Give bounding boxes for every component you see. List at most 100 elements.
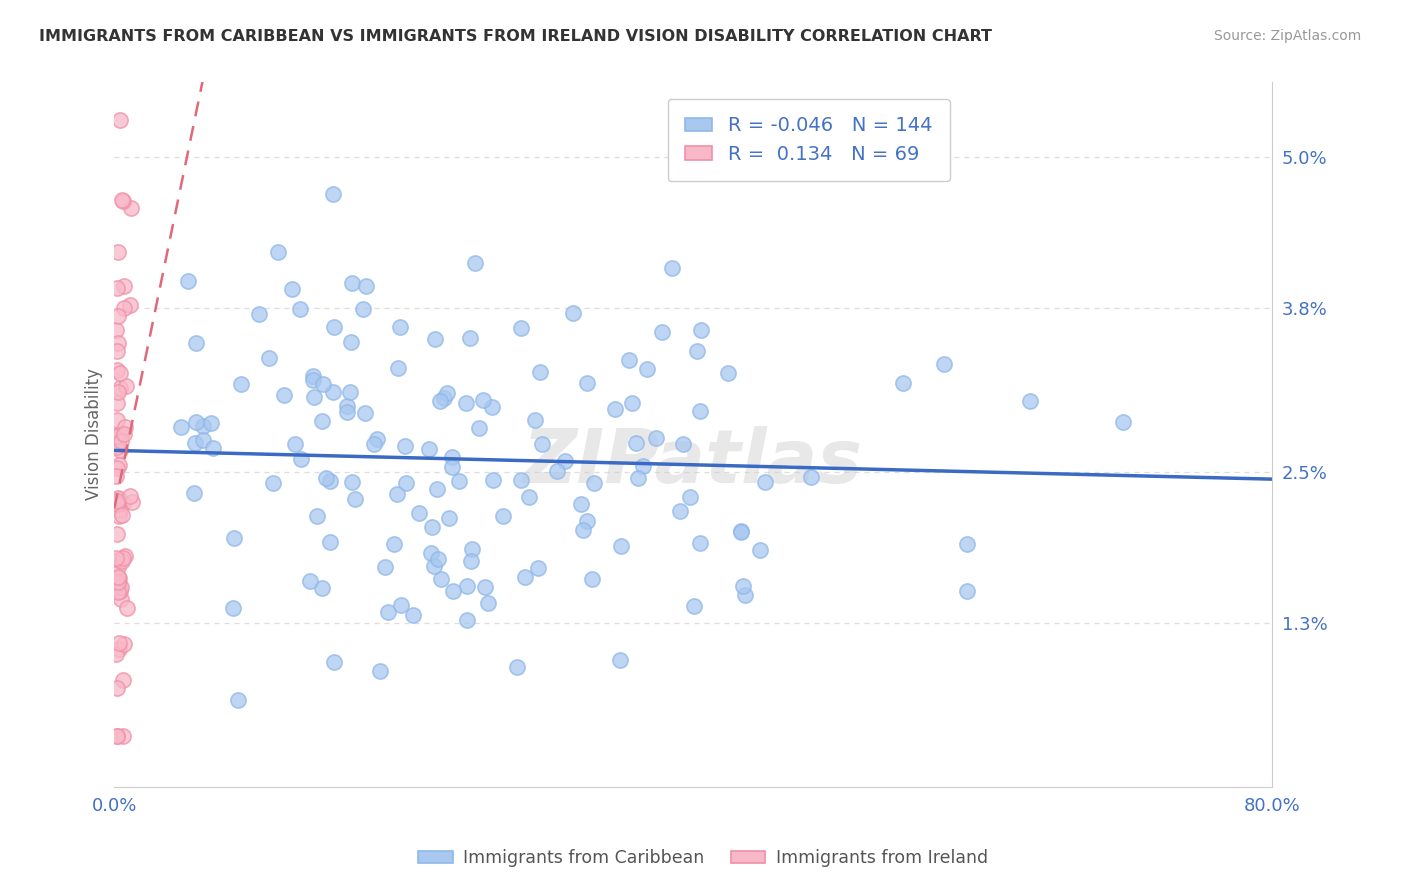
Point [315, 471, 337, 485]
Point [112, 730, 135, 744]
Point [340, 335, 363, 350]
Point [105, 362, 128, 376]
Point [627, 471, 650, 485]
Point [114, 301, 136, 316]
Point [683, 599, 706, 614]
Point [322, 320, 344, 334]
Point [108, 571, 131, 585]
Point [689, 536, 711, 550]
Point [1019, 394, 1042, 409]
Point [111, 194, 134, 208]
Point [527, 561, 550, 575]
Point [322, 655, 344, 669]
Point [354, 279, 377, 293]
Point [492, 509, 515, 524]
Point [107, 310, 129, 324]
Legend: R = -0.046   N = 144, R =  0.134   N = 69: R = -0.046 N = 144, R = 0.134 N = 69 [668, 99, 950, 181]
Point [754, 475, 776, 489]
Point [420, 520, 443, 534]
Point [262, 475, 284, 490]
Point [191, 418, 214, 433]
Point [184, 435, 207, 450]
Point [105, 343, 128, 358]
Point [108, 503, 131, 517]
Point [301, 369, 323, 384]
Point [107, 435, 129, 450]
Point [105, 460, 128, 475]
Point [322, 186, 344, 201]
Point [671, 437, 693, 451]
Point [418, 442, 440, 457]
Point [105, 281, 128, 295]
Point [105, 730, 128, 744]
Point [389, 599, 412, 613]
Point [336, 399, 359, 413]
Point [112, 279, 135, 293]
Point [441, 459, 464, 474]
Point [749, 542, 772, 557]
Point [107, 578, 129, 592]
Point [108, 584, 131, 599]
Point [112, 194, 135, 208]
Point [617, 352, 640, 367]
Point [112, 426, 135, 441]
Point [430, 572, 453, 586]
Point [429, 393, 451, 408]
Point [575, 514, 598, 528]
Point [114, 420, 136, 434]
Point [110, 381, 132, 395]
Point [425, 332, 447, 346]
Point [581, 572, 603, 586]
Point [477, 596, 499, 610]
Point [284, 436, 307, 450]
Point [460, 542, 482, 557]
Point [105, 526, 128, 541]
Point [257, 351, 280, 365]
Point [108, 642, 131, 657]
Point [433, 391, 456, 405]
Point [111, 673, 134, 687]
Point [105, 730, 128, 744]
Text: Source: ZipAtlas.com: Source: ZipAtlas.com [1213, 29, 1361, 43]
Point [626, 435, 648, 450]
Point [394, 476, 416, 491]
Point [302, 373, 325, 387]
Point [427, 552, 450, 566]
Point [441, 584, 464, 599]
Point [114, 549, 136, 563]
Point [120, 201, 142, 215]
Point [529, 365, 551, 379]
Point [110, 428, 132, 442]
Point [420, 546, 443, 560]
Point [121, 495, 143, 509]
Point [105, 468, 128, 483]
Point [110, 434, 132, 448]
Point [610, 539, 633, 553]
Point [408, 507, 430, 521]
Point [108, 636, 131, 650]
Point [439, 511, 461, 525]
Point [394, 438, 416, 452]
Point [177, 274, 200, 288]
Point [402, 608, 425, 623]
Point [730, 525, 752, 540]
Point [226, 693, 249, 707]
Point [387, 360, 409, 375]
Point [108, 112, 131, 127]
Point [530, 436, 553, 450]
Point [374, 560, 396, 574]
Point [482, 473, 505, 487]
Point [319, 474, 342, 488]
Point [731, 578, 754, 592]
Point [107, 559, 129, 574]
Point [201, 441, 224, 455]
Point [183, 485, 205, 500]
Point [510, 473, 533, 487]
Point [509, 320, 531, 334]
Point [449, 474, 471, 488]
Point [474, 580, 496, 594]
Point [689, 323, 711, 337]
Point [730, 524, 752, 538]
Point [460, 554, 482, 568]
Point [344, 491, 367, 506]
